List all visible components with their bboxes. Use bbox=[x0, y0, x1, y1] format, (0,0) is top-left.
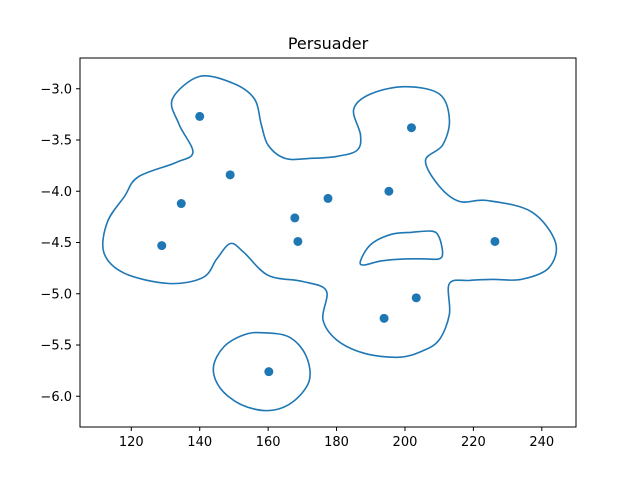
y-tick-label-4: −5.0 bbox=[40, 287, 72, 302]
contour-line-0 bbox=[101, 75, 558, 359]
scatter-point-11 bbox=[379, 313, 389, 323]
axes-frame bbox=[79, 57, 577, 428]
x-tick-label-5: 220 bbox=[461, 435, 486, 450]
y-tick-label-0: −3.0 bbox=[40, 82, 72, 97]
x-tick-label-0: 120 bbox=[119, 435, 144, 450]
scatter-point-7 bbox=[384, 186, 394, 196]
y-tick-label-3: −4.5 bbox=[40, 236, 72, 251]
scatter-point-10 bbox=[411, 293, 421, 303]
x-tick-label-2: 160 bbox=[256, 435, 281, 450]
scatter-point-1 bbox=[225, 170, 235, 180]
x-tick-label-3: 180 bbox=[324, 435, 349, 450]
contour-line-1 bbox=[359, 230, 444, 266]
contour-line-2 bbox=[212, 331, 311, 412]
scatter-point-0 bbox=[195, 111, 205, 121]
scatter-point-12 bbox=[264, 367, 274, 377]
y-tick-label-2: −4.0 bbox=[40, 185, 72, 200]
x-tick-label-1: 140 bbox=[187, 435, 212, 450]
plot-area bbox=[79, 57, 577, 428]
chart-title: Persuader bbox=[288, 34, 369, 53]
scatter-point-4 bbox=[290, 213, 300, 223]
x-axis: 120 140 160 180 200 220 240 bbox=[119, 427, 554, 450]
scatter-point-6 bbox=[323, 193, 333, 203]
y-tick-label-1: −3.5 bbox=[40, 134, 72, 149]
y-tick-label-6: −6.0 bbox=[40, 390, 72, 405]
scatter-point-9 bbox=[490, 236, 500, 246]
x-tick-label-6: 240 bbox=[529, 435, 554, 450]
x-tick-label-4: 200 bbox=[393, 435, 418, 450]
scatter-point-8 bbox=[406, 123, 416, 133]
scatter-point-5 bbox=[293, 236, 303, 246]
scatter-point-3 bbox=[157, 241, 167, 251]
y-tick-label-5: −5.5 bbox=[40, 339, 72, 354]
scatter-point-2 bbox=[176, 199, 186, 209]
contour-layer bbox=[101, 75, 558, 412]
y-axis: −3.0 −3.5 −4.0 −4.5 −5.0 −5.5 −6.0 bbox=[40, 82, 80, 405]
point-layer bbox=[157, 111, 500, 377]
